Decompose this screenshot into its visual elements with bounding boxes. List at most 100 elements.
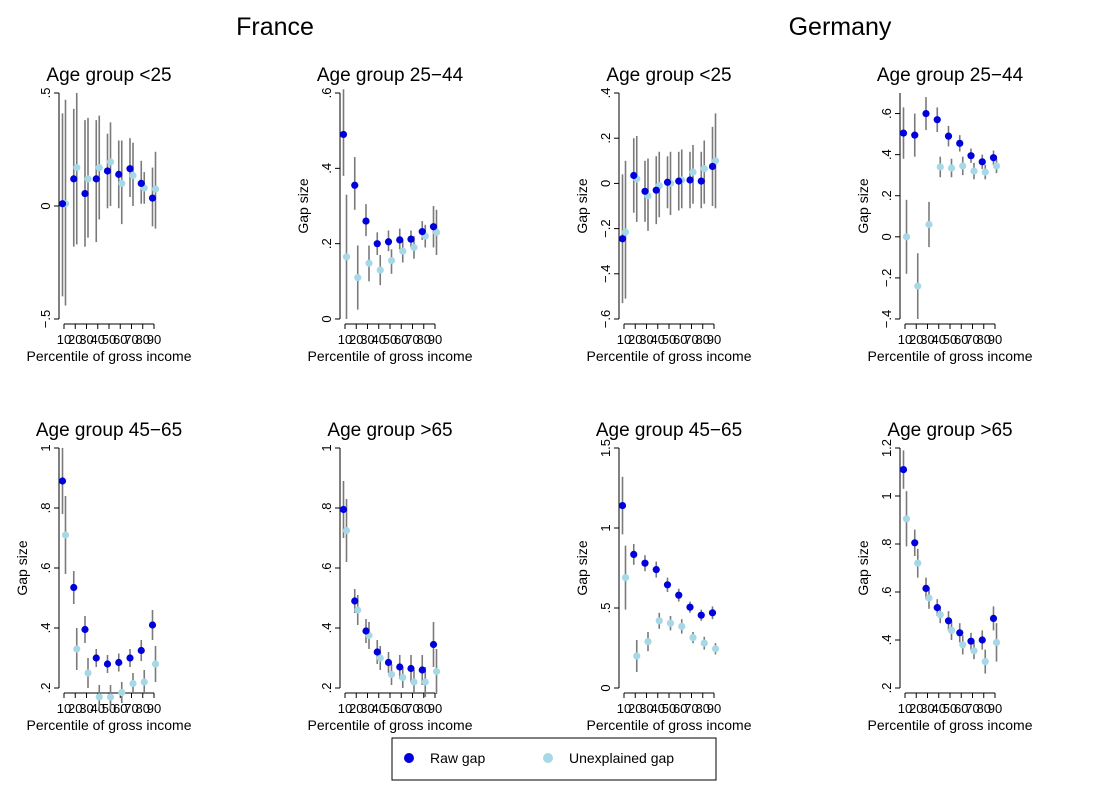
raw-gap-point [126,654,134,662]
x-tick-label: 10 [57,701,71,716]
raw-gap-point [384,238,393,246]
raw-gap-point [956,139,964,147]
chart-panel: Age group >65 .2 .4 .6 .8 1 102030405060708090… [308,420,473,733]
raw-gap-point [373,240,381,248]
raw-gap-point [103,167,112,175]
raw-gap-point [618,235,627,243]
unexplained-gap-point [925,594,933,602]
unexplained-gap-point [432,667,441,676]
raw-gap-point [103,660,112,668]
x-axis-label: Percentile of gross income [868,348,1033,364]
unexplained-gap-point [959,641,967,649]
y-tick-label: .2 [38,683,53,694]
raw-gap-point [351,181,359,189]
unexplained-gap-point [970,167,978,175]
raw-gap-point [148,194,157,202]
unexplained-gap-point [666,619,675,627]
y-axis-label: Gap size [855,178,871,233]
raw-gap-point [630,171,638,180]
unexplained-gap-point [633,652,641,660]
y-tick-label: 1 [38,444,53,451]
raw-gap-point [407,664,415,673]
unexplained-gap-point [959,162,967,170]
x-tick-label: 30 [360,701,374,716]
legend-box [391,737,717,781]
unexplained-gap-point [711,645,720,653]
x-tick-label: 80 [136,332,150,347]
unexplained-gap-point [936,611,944,619]
unexplained-gap-point [421,678,429,686]
unexplained-gap-point [387,670,396,679]
x-tick-label: 90 [707,701,721,716]
y-tick-label: −.5 [38,310,53,328]
y-tick-label: 1 [598,524,613,531]
x-tick-label: 40 [651,701,665,716]
panel-title: Age group 25−44 [877,65,1024,86]
unexplained-gap-point [95,693,103,701]
x-tick-label: 80 [136,701,150,716]
chart-panel: Age group <25 −.5 0 .5 102030405060708090Per… [27,65,192,364]
y-tick-label: .2 [319,683,334,694]
x-tick-label: 60 [113,332,127,347]
chart-panel: Age group 25−44 −.4 −.2 0 .2 .4 .6 Gap size 1020… [855,65,1033,364]
raw-gap-point [967,637,975,645]
y-tick-label: −.2 [879,269,894,287]
raw-gap-point [967,152,975,160]
raw-gap-point [899,466,908,474]
raw-gap-point [137,646,145,655]
raw-gap-point [675,591,683,599]
unexplained-gap-point [342,526,351,535]
unexplained-gap-point [644,638,652,646]
y-tick-label: .4 [879,635,894,646]
raw-gap-point [641,559,649,567]
x-tick-label: 10 [617,332,631,347]
x-tick-label: 70 [124,701,138,716]
x-tick-label: 40 [651,332,665,347]
y-tick-label: −.2 [598,219,613,237]
raw-gap-point [373,648,381,656]
x-tick-label: 20 [68,332,82,347]
raw-gap-point [418,666,426,674]
raw-gap-point [944,617,953,625]
unexplained-gap-point [936,163,944,171]
raw-gap-point [663,581,672,589]
x-tick-label: 70 [405,332,419,347]
x-tick-label: 50 [383,701,397,716]
x-tick-label: 90 [707,332,721,347]
country-title-germany: Germany [789,13,892,41]
raw-gap-point [989,154,998,162]
raw-gap-point [115,658,123,667]
unexplained-gap-point [151,185,160,193]
x-tick-label: 10 [338,701,352,716]
country-title-france: France [236,13,314,41]
unexplained-gap-point [376,654,384,662]
raw-gap-point [70,583,78,592]
y-tick-label: 0 [38,202,53,209]
chart-panel: Age group 45−65 .2 .4 .6 .8 1 Gap size 10203040… [14,420,192,733]
raw-gap-point [641,187,649,195]
y-tick-label: .2 [319,238,334,249]
x-tick-label: 80 [977,332,991,347]
x-axis-label: Percentile of gross income [27,717,192,733]
x-tick-label: 30 [360,332,374,347]
x-tick-label: 80 [417,701,431,716]
unexplained-gap-point [106,693,115,701]
y-tick-label: .4 [319,163,334,174]
unexplained-gap-point [902,233,911,241]
x-tick-label: 70 [965,332,979,347]
x-tick-label: 90 [147,701,161,716]
x-tick-label: 30 [79,332,93,347]
panel-title: Age group 25−44 [317,65,464,86]
y-tick-label: .5 [38,88,53,99]
unexplained-gap-point [61,531,70,539]
x-tick-label: 20 [349,332,363,347]
raw-gap-point [686,603,694,611]
unexplained-gap-point [129,171,137,180]
raw-gap-point [418,228,426,236]
unexplained-gap-point [914,559,922,567]
unexplained-gap-point [73,645,81,653]
x-tick-label: 60 [673,701,687,716]
raw-gap-point [351,597,359,605]
raw-gap-point [663,178,672,186]
